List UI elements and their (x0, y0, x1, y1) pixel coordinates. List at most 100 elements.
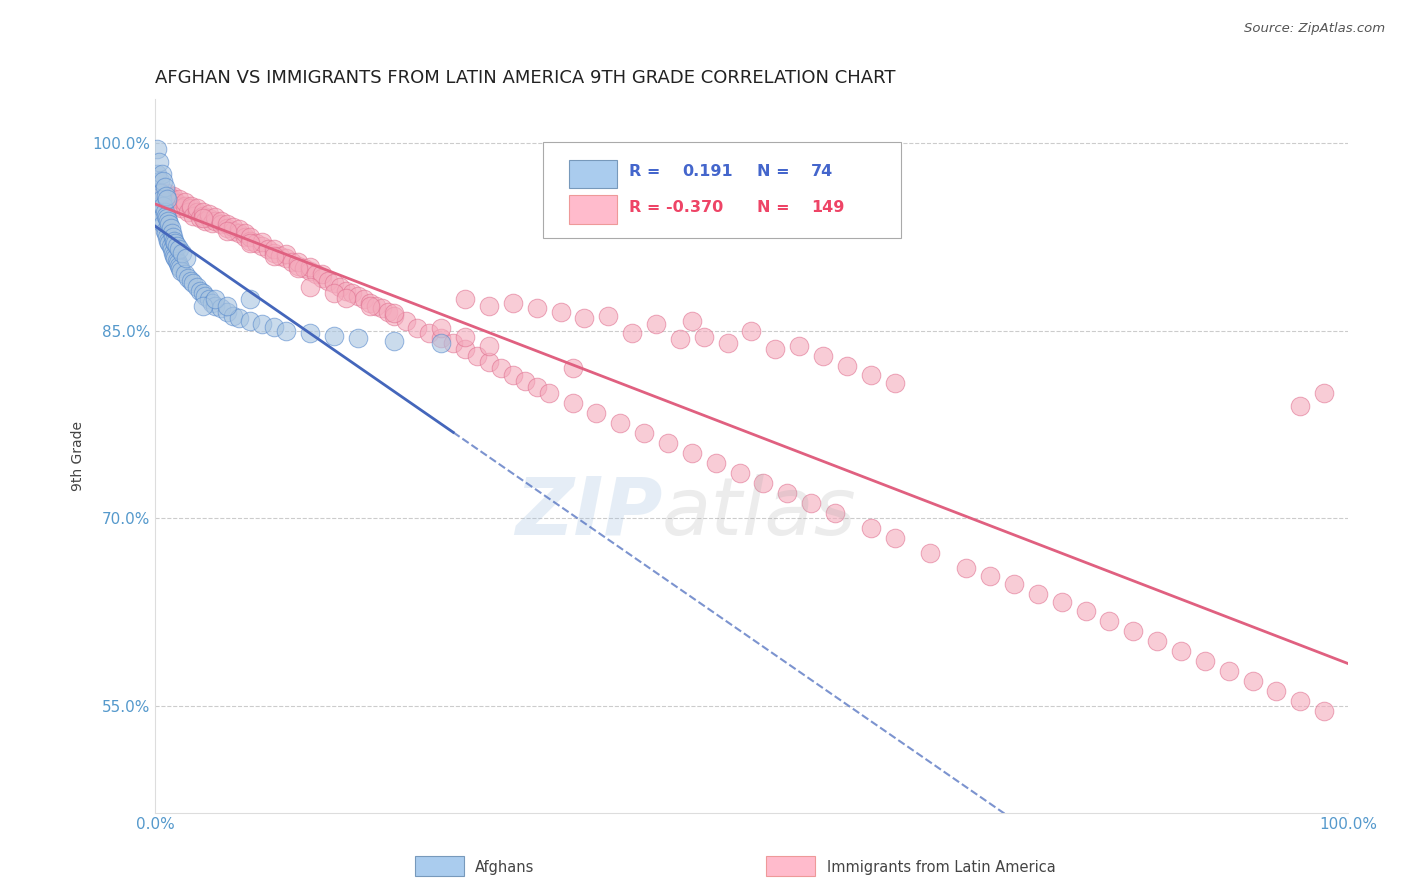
Point (465, 349, 488, 363)
Point (239, 314, 262, 328)
Point (859, 521, 882, 535)
Point (148, 186, 170, 200)
Point (359, 299, 381, 313)
Point (693, 330, 716, 344)
Point (167, 259, 190, 273)
Point (159, 221, 181, 235)
Point (201, 296, 224, 310)
Point (150, 186, 173, 200)
Point (276, 324, 298, 338)
Point (598, 309, 620, 323)
Point (382, 309, 405, 323)
FancyBboxPatch shape (543, 142, 901, 238)
Point (489, 361, 512, 376)
Point (173, 268, 195, 282)
Point (149, 198, 172, 212)
Point (340, 286, 363, 301)
Point (204, 299, 226, 313)
Point (167, 198, 190, 212)
Point (160, 226, 183, 240)
Point (191, 211, 214, 225)
Point (181, 276, 204, 290)
Point (1170, 644, 1192, 658)
Point (1289, 399, 1312, 413)
Point (166, 238, 188, 252)
Point (152, 198, 174, 212)
Point (955, 561, 977, 575)
Text: 74: 74 (811, 164, 834, 179)
Point (370, 301, 392, 316)
Point (252, 235, 274, 249)
Point (204, 213, 226, 227)
Point (787, 339, 810, 353)
Text: R = -0.370: R = -0.370 (628, 200, 723, 215)
Point (263, 320, 285, 334)
Text: AFGHAN VS IMMIGRANTS FROM LATIN AMERICA 9TH GRADE CORRELATION CHART: AFGHAN VS IMMIGRANTS FROM LATIN AMERICA … (155, 69, 896, 87)
Point (526, 301, 548, 316)
Point (157, 234, 180, 248)
Point (173, 194, 195, 209)
Point (172, 246, 194, 260)
Point (263, 243, 285, 257)
Point (152, 173, 174, 187)
Point (502, 296, 524, 310)
Point (811, 349, 834, 363)
Point (800, 496, 823, 510)
Point (287, 255, 309, 269)
Point (252, 238, 274, 252)
Point (209, 213, 232, 227)
Point (561, 361, 583, 376)
Point (166, 196, 188, 211)
Point (316, 274, 339, 288)
Point (239, 293, 262, 307)
Point (657, 436, 679, 450)
Point (177, 271, 200, 285)
Point (150, 186, 173, 200)
Point (1241, 674, 1264, 689)
Point (163, 234, 186, 248)
Point (269, 249, 291, 263)
Point (1313, 704, 1336, 718)
Point (153, 179, 176, 194)
Point (752, 476, 775, 491)
Point (502, 368, 524, 382)
Text: Afghans: Afghans (475, 860, 534, 874)
Point (215, 224, 238, 238)
Point (1074, 604, 1097, 618)
Point (883, 376, 905, 391)
Text: N =: N = (758, 164, 790, 179)
Point (323, 328, 346, 343)
Point (173, 198, 195, 212)
Point (181, 209, 204, 223)
Point (228, 222, 250, 236)
Point (150, 204, 173, 219)
Point (197, 293, 219, 307)
Text: R =: R = (628, 164, 659, 179)
Point (478, 299, 501, 313)
Point (252, 318, 274, 332)
Point (150, 167, 173, 181)
Point (299, 260, 322, 274)
Point (153, 224, 176, 238)
Point (454, 293, 477, 307)
Point (191, 286, 214, 301)
Point (382, 334, 405, 348)
Point (155, 209, 177, 223)
Point (233, 226, 256, 240)
Point (478, 355, 501, 369)
Point (1194, 654, 1216, 668)
Point (920, 546, 942, 560)
Point (162, 188, 184, 202)
Point (157, 188, 180, 202)
Point (728, 467, 751, 481)
Point (776, 486, 799, 500)
Point (292, 261, 315, 276)
Point (156, 230, 179, 244)
Point (157, 236, 180, 251)
Text: atlas: atlas (662, 474, 856, 552)
Point (1002, 576, 1025, 591)
Point (180, 201, 202, 215)
Point (201, 216, 224, 230)
Point (704, 456, 727, 470)
Point (166, 256, 188, 270)
